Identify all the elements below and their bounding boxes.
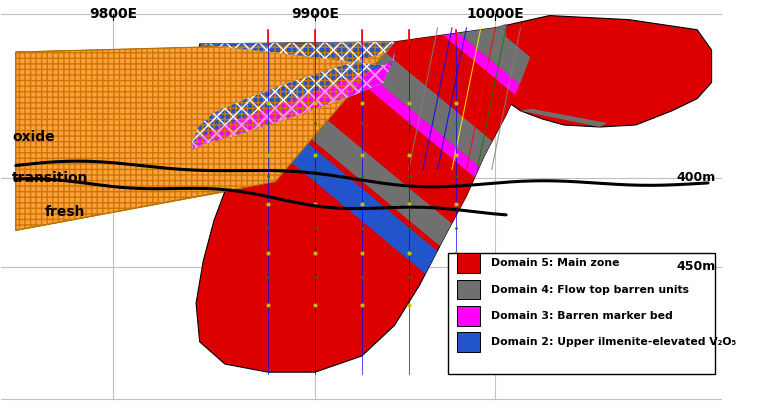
Bar bbox=[449, 253, 715, 374]
Polygon shape bbox=[227, 16, 724, 405]
Polygon shape bbox=[167, 48, 637, 408]
Bar bbox=[457, 253, 480, 273]
Text: oxide: oxide bbox=[12, 130, 55, 144]
Polygon shape bbox=[16, 44, 394, 231]
Polygon shape bbox=[192, 28, 535, 372]
Polygon shape bbox=[280, 11, 736, 385]
Text: 9800E: 9800E bbox=[89, 7, 137, 22]
Polygon shape bbox=[322, 0, 776, 369]
Polygon shape bbox=[16, 42, 394, 231]
Text: Domain 3: Barren marker bed: Domain 3: Barren marker bed bbox=[491, 311, 673, 321]
Polygon shape bbox=[376, 0, 776, 349]
Bar bbox=[457, 306, 480, 326]
Polygon shape bbox=[192, 52, 394, 149]
Polygon shape bbox=[192, 42, 394, 149]
Text: Domain 4: Flow top barren units: Domain 4: Flow top barren units bbox=[491, 284, 689, 295]
Text: 450m: 450m bbox=[676, 260, 715, 273]
Bar bbox=[457, 333, 480, 352]
Text: Domain 2: Upper ilmenite-elevated V₂O₅: Domain 2: Upper ilmenite-elevated V₂O₅ bbox=[491, 337, 736, 347]
Polygon shape bbox=[293, 0, 766, 380]
Text: 400m: 400m bbox=[676, 171, 715, 184]
Polygon shape bbox=[495, 24, 506, 44]
Text: 9900E: 9900E bbox=[291, 7, 339, 22]
Polygon shape bbox=[199, 36, 670, 408]
Polygon shape bbox=[521, 109, 607, 127]
Polygon shape bbox=[514, 0, 776, 297]
Bar bbox=[457, 280, 480, 299]
Text: transition: transition bbox=[12, 171, 88, 185]
Polygon shape bbox=[417, 0, 776, 333]
Polygon shape bbox=[495, 16, 712, 127]
Text: Domain 5: Main zone: Domain 5: Main zone bbox=[491, 258, 619, 268]
Polygon shape bbox=[388, 0, 776, 344]
Text: 10000E: 10000E bbox=[466, 7, 524, 22]
Text: fresh: fresh bbox=[45, 205, 85, 219]
Polygon shape bbox=[483, 0, 776, 308]
Polygon shape bbox=[472, 0, 776, 313]
